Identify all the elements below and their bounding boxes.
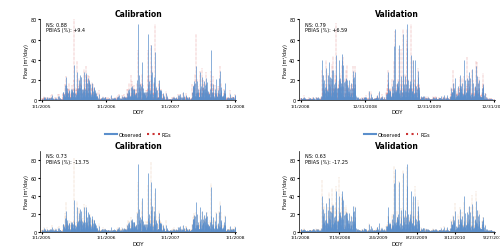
- Text: NS: 0.79
PBIAS (%): +6.59: NS: 0.79 PBIAS (%): +6.59: [305, 23, 347, 33]
- Y-axis label: Flow (m³/day): Flow (m³/day): [283, 44, 288, 77]
- Text: NS: 0.73
PBIAS (%): -13.75: NS: 0.73 PBIAS (%): -13.75: [46, 153, 89, 164]
- Y-axis label: Flow (m³/day): Flow (m³/day): [283, 175, 288, 208]
- Text: NS: 0.63
PBIAS (%): -17.25: NS: 0.63 PBIAS (%): -17.25: [305, 153, 348, 164]
- Title: Validation: Validation: [375, 10, 419, 19]
- Y-axis label: Flow (m³/day): Flow (m³/day): [24, 44, 29, 77]
- Text: NS: 0.88
PBIAS (%): +9.4: NS: 0.88 PBIAS (%): +9.4: [46, 23, 85, 33]
- Title: Validation: Validation: [375, 141, 419, 150]
- X-axis label: DOY: DOY: [132, 110, 144, 115]
- X-axis label: DOY: DOY: [391, 241, 402, 246]
- X-axis label: DOY: DOY: [132, 241, 144, 246]
- Legend: Observed, RGs: Observed, RGs: [103, 130, 173, 139]
- Title: Calibration: Calibration: [114, 141, 162, 150]
- Legend: Observed, RGs: Observed, RGs: [362, 130, 432, 139]
- X-axis label: DOY: DOY: [391, 110, 402, 115]
- Title: Calibration: Calibration: [114, 10, 162, 19]
- Y-axis label: Flow (m³/day): Flow (m³/day): [24, 175, 29, 208]
